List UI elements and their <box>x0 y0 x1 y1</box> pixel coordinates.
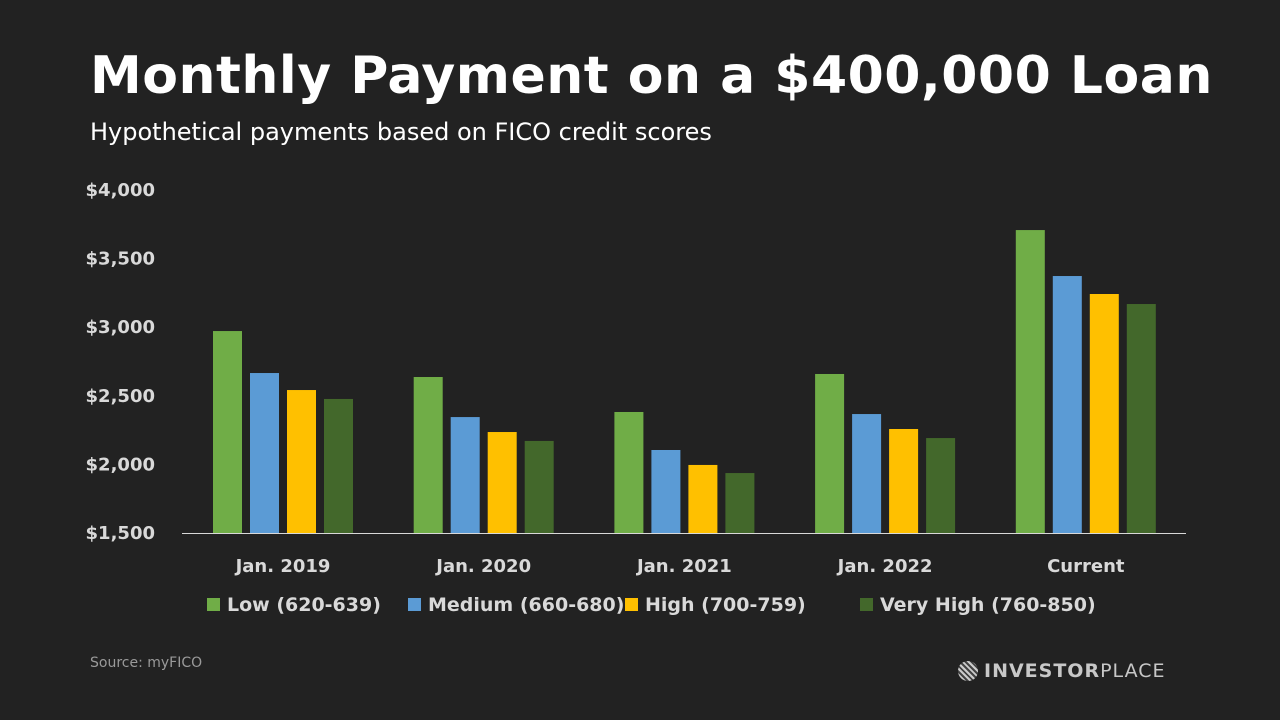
legend-label: Low (620-639) <box>227 594 381 616</box>
bar-3-3 <box>688 464 718 533</box>
chart-title: Monthly Payment on a $400,000 Loan <box>90 46 1213 106</box>
legend-label: High (700-759) <box>645 594 806 616</box>
y-tick-label: $2,500 <box>86 386 155 407</box>
y-tick-label: $1,500 <box>86 523 155 544</box>
x-tick-label: Jan. 2022 <box>836 556 933 577</box>
bar-2-2 <box>450 417 480 533</box>
chart-subtitle: Hypothetical payments based on FICO cred… <box>90 118 712 146</box>
bar-2-4 <box>524 440 554 533</box>
y-tick-label: $4,000 <box>86 180 155 201</box>
globe-icon <box>958 661 978 681</box>
x-tick-label: Jan. 2020 <box>434 556 531 577</box>
y-tick-label: $2,000 <box>86 454 155 475</box>
bar-3-2 <box>651 449 681 533</box>
bar-4-4 <box>926 438 956 533</box>
investorplace-logo: INVESTORPLACE <box>958 660 1166 682</box>
bar-2-3 <box>487 432 517 533</box>
legend-swatch <box>408 598 421 611</box>
bar-4-1 <box>815 373 845 533</box>
bar-3-4 <box>725 473 755 533</box>
legend-label: Very High (760-850) <box>880 594 1096 616</box>
bar-3-1 <box>614 411 644 533</box>
legend-swatch <box>207 598 220 611</box>
logo-text-light: PLACE <box>1100 660 1166 682</box>
bar-1-4 <box>324 398 353 533</box>
bar-5-1 <box>1015 230 1045 534</box>
bar-4-2 <box>852 414 882 533</box>
bar-5-3 <box>1089 293 1119 533</box>
source-note: Source: myFICO <box>90 655 203 671</box>
bar-1-1 <box>213 331 242 533</box>
bar-1-3 <box>287 390 316 533</box>
legend-label: Medium (660-680) <box>428 594 624 616</box>
bar-5-4 <box>1126 304 1156 533</box>
x-tick-label: Current <box>1047 556 1125 577</box>
legend-swatch <box>625 598 638 611</box>
x-tick-label: Jan. 2019 <box>234 556 331 577</box>
legend-swatch <box>860 598 873 611</box>
y-tick-label: $3,500 <box>86 249 155 270</box>
bar-2-1 <box>413 377 443 533</box>
bar-5-2 <box>1052 276 1082 533</box>
logo-text-bold: INVESTOR <box>984 660 1101 682</box>
bar-4-3 <box>889 429 919 533</box>
x-tick-label: Jan. 2021 <box>635 556 732 577</box>
bar-1-2 <box>250 373 279 533</box>
y-tick-label: $3,000 <box>86 317 155 338</box>
